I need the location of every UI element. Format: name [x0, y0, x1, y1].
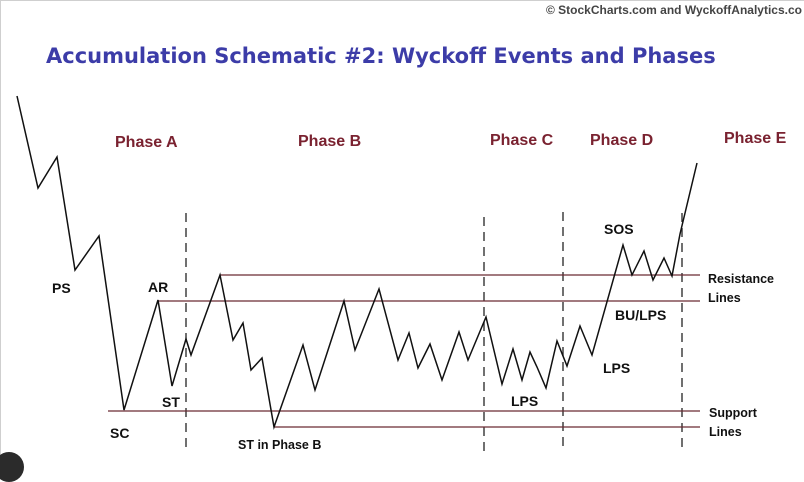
copyright-text: © StockCharts.com and WyckoffAnalytics.c… — [545, 3, 802, 17]
top-border — [0, 0, 804, 1]
diagram-title: Accumulation Schematic #2: Wyckoff Event… — [46, 44, 716, 68]
resistance-label-line2: Lines — [708, 291, 741, 305]
event-bu-lps-label: BU/LPS — [615, 307, 666, 323]
event-st-label: ST — [162, 394, 180, 410]
event-sc-label: SC — [110, 425, 129, 441]
phase-d-label: Phase D — [590, 132, 653, 149]
phase-b-label: Phase B — [298, 133, 361, 150]
event-sos-label: SOS — [604, 221, 634, 237]
support-label-line1: Support — [709, 406, 758, 420]
event-st-phase-b-label: ST in Phase B — [238, 438, 321, 452]
event-lps-c-label: LPS — [511, 393, 538, 409]
phase-e-label: Phase E — [724, 130, 787, 147]
wyckoff-schematic: Phase A Phase B Phase C Phase D Phase E … — [16, 95, 787, 452]
event-ar-label: AR — [148, 279, 168, 295]
price-path — [16, 95, 698, 430]
phase-c-label: Phase C — [490, 132, 554, 149]
left-border — [0, 0, 1, 462]
event-ps-label: PS — [52, 280, 71, 296]
corner-circle-icon — [0, 452, 24, 482]
event-lps-d-label: LPS — [603, 360, 630, 376]
resistance-label-line1: Resistance — [708, 272, 774, 286]
support-label-line2: Lines — [709, 425, 742, 439]
phase-a-label: Phase A — [115, 134, 178, 151]
